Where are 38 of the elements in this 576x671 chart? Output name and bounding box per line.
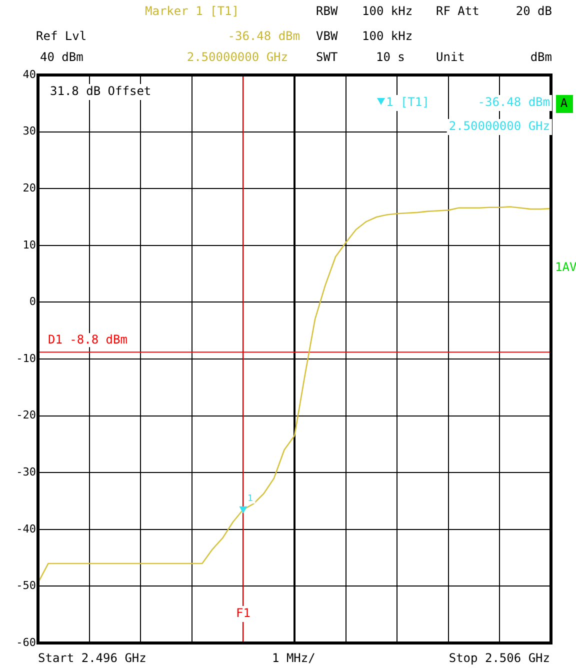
text: 100 kHz <box>362 29 413 44</box>
text: 1 MHz/ <box>272 651 316 666</box>
text: A <box>560 96 568 110</box>
text: 1AV <box>555 260 576 274</box>
annotation: 1 <box>247 494 253 504</box>
text: 20 dB <box>516 4 552 18</box>
text: RBW <box>316 4 338 18</box>
y-tick-label: -60 <box>16 636 36 649</box>
text: dBm <box>530 50 552 64</box>
text: Marker 1 [T1] <box>145 4 239 18</box>
text: -36.48 dBm <box>228 29 300 44</box>
y-tick-label: 10 <box>22 238 36 252</box>
annotation: 2.50000000 GHz <box>448 119 550 134</box>
text: 2.50000000 GHz <box>186 50 288 64</box>
text: F1 <box>236 606 250 620</box>
y-tick-label: -20 <box>16 408 36 422</box>
text: Start 2.496 GHz <box>38 651 146 666</box>
y-tick-label: 30 <box>22 124 36 138</box>
y-tick-label: -10 <box>16 352 36 365</box>
text: VBW <box>316 29 338 44</box>
y-tick-label: 40 <box>22 68 36 81</box>
annotation: -36.48 dBm <box>478 95 550 110</box>
y-tick-label: 20 <box>22 181 36 194</box>
y-tick-label: -50 <box>16 579 36 592</box>
annotation: 1 [T1] <box>386 95 430 110</box>
text: 10 s <box>376 50 405 64</box>
y-tick-label: -30 <box>16 465 36 478</box>
ref-line-label: D1 -8.8 dBm <box>48 332 128 346</box>
text: 100 kHz <box>362 4 413 18</box>
y-tick-label: -40 <box>16 522 36 536</box>
text: Stop 2.506 GHz <box>448 651 550 666</box>
text: RF Att <box>436 4 480 18</box>
text: SWT <box>316 50 338 64</box>
text: 40 dBm <box>40 50 84 64</box>
text: Unit <box>436 50 465 64</box>
text: Ref Lvl <box>36 29 87 44</box>
y-tick-label: 0 <box>29 295 36 308</box>
annotation: 31.8 dB Offset <box>50 84 152 98</box>
